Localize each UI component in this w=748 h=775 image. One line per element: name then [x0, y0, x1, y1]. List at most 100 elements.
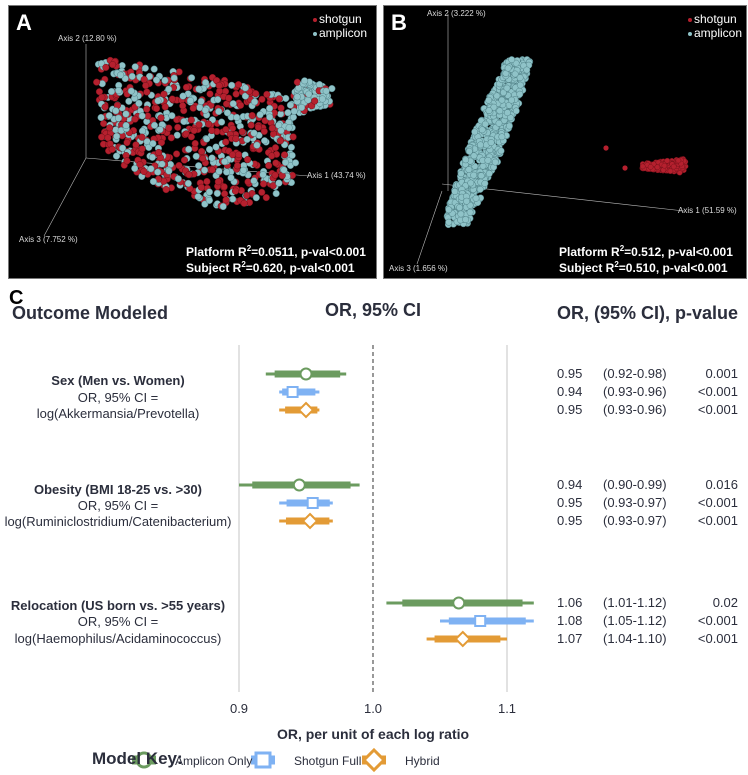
shotgun-point	[106, 124, 114, 132]
shotgun-point	[191, 139, 199, 148]
amplicon-point	[457, 170, 465, 178]
amplicon-point	[154, 168, 162, 176]
amplicon-point	[487, 139, 495, 146]
amplicon-point	[477, 141, 484, 149]
shotgun-point	[258, 188, 266, 196]
amplicon-point	[484, 156, 492, 164]
shotgun-point	[220, 183, 228, 191]
estimate-square	[279, 386, 320, 398]
amplicon-point	[180, 117, 188, 126]
shotgun-point	[190, 126, 198, 135]
shotgun-point	[232, 135, 240, 143]
amplicon-point	[112, 107, 120, 115]
key-label-shotgun: Shotgun Full	[294, 754, 362, 768]
amplicon-point	[275, 179, 283, 187]
amplicon-point	[516, 81, 524, 89]
amplicon-point	[141, 64, 149, 72]
amplicon-point	[477, 172, 485, 180]
amplicon-point	[213, 189, 221, 197]
legend-dot-icon	[688, 17, 692, 22]
amplicon-point	[253, 141, 261, 149]
shotgun-point	[199, 154, 207, 162]
ci-value: (0.92-0.98)	[603, 366, 667, 381]
shotgun-point	[208, 126, 216, 135]
shotgun-point	[167, 134, 175, 142]
axis3-line	[416, 190, 443, 265]
amplicon-point	[470, 152, 478, 160]
amplicon-point	[288, 151, 296, 159]
shotgun-point	[161, 103, 169, 111]
amplicon-point	[179, 92, 187, 100]
amplicon-point	[188, 74, 196, 82]
p-value: 0.02	[712, 595, 738, 610]
shotgun-point	[136, 161, 144, 169]
amplicon-point	[507, 114, 515, 122]
amplicon-point	[229, 100, 237, 108]
amplicon-point	[465, 147, 473, 155]
shotgun-point	[262, 194, 270, 202]
shotgun-point	[276, 137, 284, 145]
amplicon-point	[174, 175, 182, 183]
or-value: 0.95	[557, 513, 583, 528]
amplicon-point	[516, 90, 524, 98]
amplicon-point	[462, 216, 470, 224]
shotgun-point	[98, 133, 106, 141]
amplicon-point	[472, 194, 480, 202]
shotgun-point	[661, 162, 668, 169]
shotgun-point	[233, 162, 241, 170]
shotgun-point	[157, 139, 166, 147]
legend-dot-icon	[313, 31, 317, 36]
estimate-square	[440, 615, 534, 627]
amplicon-point	[165, 167, 173, 175]
amplicon-point	[241, 84, 249, 92]
legend-shotgun: shotgun	[313, 12, 362, 26]
shotgun-point	[240, 199, 248, 207]
legend-dot-icon	[313, 17, 317, 22]
amplicon-point	[491, 158, 499, 166]
ci-value: (0.93-0.96)	[603, 384, 667, 399]
shotgun-point	[667, 168, 674, 174]
amplicon-point	[504, 64, 512, 72]
shotgun-point	[174, 123, 182, 131]
shotgun-point	[277, 104, 285, 112]
ci-value: (1.04-1.10)	[603, 631, 667, 646]
amplicon-point	[503, 84, 511, 92]
shotgun-point	[179, 102, 187, 110]
legend-shotgun: shotgun	[688, 12, 737, 26]
key-label-hybrid: Hybrid	[405, 754, 440, 768]
shotgun-point	[101, 103, 109, 111]
amplicon-point	[291, 159, 300, 167]
amplicon-point	[266, 104, 274, 112]
p-value: <0.001	[697, 402, 738, 417]
shotgun-point	[268, 124, 276, 132]
shotgun-point	[272, 159, 280, 167]
shotgun-point	[189, 104, 197, 112]
or-value: 0.95	[557, 495, 583, 510]
shotgun-point	[152, 104, 161, 113]
amplicon-point	[218, 118, 226, 126]
model-key-title: Model Key:	[92, 749, 183, 768]
amplicon-point	[223, 168, 231, 176]
shotgun-point	[243, 191, 251, 200]
amplicon-point	[221, 158, 229, 166]
ci-value: (0.93-0.97)	[603, 495, 667, 510]
amplicon-point	[280, 166, 288, 174]
amplicon-point	[114, 114, 123, 122]
amplicon-point	[195, 85, 203, 93]
amplicon-point	[125, 97, 133, 105]
legend-label: shotgun	[694, 12, 737, 26]
outcome-label: Sex (Men vs. Women)	[51, 373, 185, 388]
shotgun-point	[603, 145, 609, 151]
x-tick-label: 1.0	[363, 701, 383, 716]
shotgun-point	[670, 163, 677, 170]
shotgun-point	[265, 162, 273, 170]
key-glyph-circle	[132, 751, 156, 769]
amplicon-point	[241, 92, 249, 100]
amplicon-point	[298, 103, 306, 112]
shotgun-point	[143, 105, 151, 113]
p-value: <0.001	[697, 495, 738, 510]
p-value: <0.001	[697, 613, 738, 628]
shotgun-point	[225, 94, 233, 102]
shotgun-point	[138, 133, 146, 141]
amplicon-point	[481, 180, 489, 187]
